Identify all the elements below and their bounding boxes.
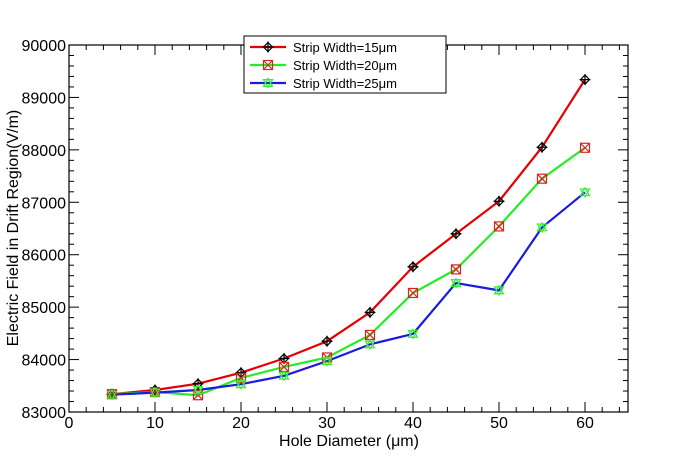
data-point-series-1 <box>192 378 204 390</box>
data-point-series-1 <box>407 261 419 273</box>
data-point-series-2 <box>407 287 419 299</box>
x-tick-label: 20 <box>232 415 250 432</box>
marker-square <box>536 173 548 184</box>
data-point-series-3 <box>579 186 591 199</box>
x-tick-label: 10 <box>146 415 164 432</box>
marker-x-b <box>408 288 418 298</box>
data-point-series-1 <box>493 195 505 207</box>
series-line-3 <box>111 191 586 396</box>
y-tick-label: 89000 <box>22 90 67 107</box>
marker-x-b <box>279 361 289 372</box>
y-tick-label: 85000 <box>22 300 67 317</box>
data-point-series-3 <box>407 328 419 340</box>
legend-swatch-marker <box>262 77 274 89</box>
marker-x-b <box>365 330 375 340</box>
y-tick-label: 90000 <box>22 38 67 55</box>
legend-swatch-marker <box>262 59 274 71</box>
x-tick-label: 60 <box>576 415 594 432</box>
data-point-series-1 <box>579 74 591 86</box>
marker-triangle-down <box>579 188 591 199</box>
y-axis-title: Electric Field in Drift Region(V/m) <box>5 110 22 347</box>
legend-swatch-marker <box>262 41 274 53</box>
marker-square <box>192 390 204 401</box>
data-point-series-3 <box>450 277 462 289</box>
marker-triangle-down <box>450 279 462 289</box>
data-point-series-2 <box>579 142 591 153</box>
marker-square <box>450 264 462 275</box>
marker-triangle-down <box>262 79 274 89</box>
marker-triangle-down <box>536 223 548 234</box>
y-tick-label: 86000 <box>22 248 67 265</box>
marker-x-b <box>451 264 461 275</box>
data-point-series-3 <box>278 370 290 382</box>
marker-triangle-down <box>364 340 376 351</box>
legend-label: Strip Width=20μm <box>293 58 397 73</box>
series-line-1 <box>111 79 586 396</box>
legend-label: Strip Width=25μm <box>293 76 397 91</box>
data-point-series-1 <box>536 141 548 153</box>
marker-square <box>235 372 247 384</box>
marker-square <box>262 59 274 71</box>
y-tick-label: 87000 <box>22 195 67 212</box>
marker-x-b <box>263 60 273 70</box>
series-line-2 <box>111 146 586 397</box>
data-point-series-3 <box>149 386 161 399</box>
marker-triangle-down <box>493 286 505 297</box>
marker-square <box>493 221 505 232</box>
data-point-series-1 <box>321 335 333 347</box>
data-point-series-3 <box>321 355 333 367</box>
marker-x-b <box>537 173 547 184</box>
marker-triangle-down <box>149 388 161 399</box>
marker-triangle-down <box>106 390 118 401</box>
x-tick-label: 0 <box>65 415 74 432</box>
marker-x-b <box>580 142 590 153</box>
legend-label: Strip Width=15μm <box>293 40 397 55</box>
data-point-series-3 <box>364 338 376 351</box>
data-point-series-2 <box>364 329 376 341</box>
y-tick-label: 88000 <box>22 143 67 160</box>
data-point-series-2 <box>536 173 548 184</box>
marker-triangle-down <box>278 371 290 382</box>
marker-triangle-down <box>235 380 247 390</box>
marker-x-b <box>494 221 504 232</box>
data-point-series-3 <box>192 384 204 396</box>
y-tick-label: 84000 <box>22 353 67 370</box>
marker-triangle-down <box>321 357 333 367</box>
y-tick-label: 83000 <box>22 405 67 422</box>
marker-triangle-down <box>192 386 204 396</box>
data-point-series-1 <box>364 306 376 318</box>
x-axis-title: Hole Diameter (μm) <box>279 433 419 450</box>
x-tick-label: 50 <box>490 415 508 432</box>
x-tick-label: 30 <box>318 415 336 432</box>
marker-square <box>407 287 419 299</box>
data-point-series-3 <box>536 221 548 234</box>
x-tick-label: 40 <box>404 415 422 432</box>
data-point-series-3 <box>235 378 247 390</box>
data-point-series-1 <box>450 228 462 240</box>
data-point-series-3 <box>106 388 118 401</box>
data-point-series-3 <box>493 284 505 297</box>
data-point-series-2 <box>493 221 505 232</box>
marker-triangle-down <box>407 329 419 340</box>
data-point-series-2 <box>450 264 462 275</box>
marker-square <box>579 142 591 153</box>
